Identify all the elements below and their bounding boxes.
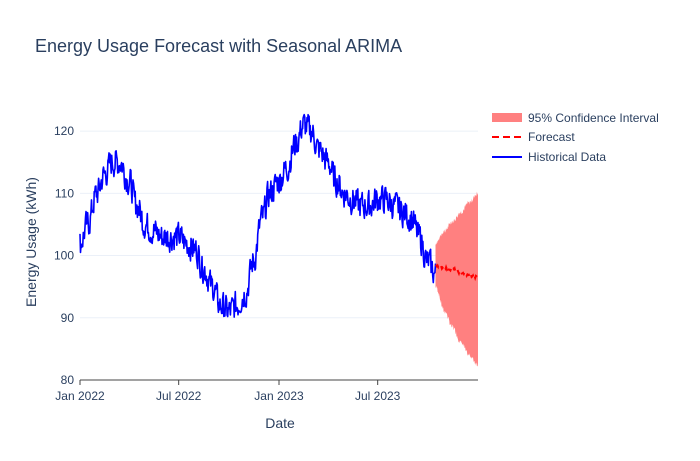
legend-label-forecast: Forecast bbox=[528, 130, 575, 144]
y-axis: 80 90 100 110 120 bbox=[54, 124, 74, 387]
x-axis: Jan 2022 Jul 2022 Jan 2023 Jul 2023 bbox=[55, 379, 478, 403]
x-tick-label: Jul 2022 bbox=[156, 389, 202, 403]
chart-title: Energy Usage Forecast with Seasonal ARIM… bbox=[35, 36, 402, 56]
y-tick-label: 80 bbox=[61, 373, 75, 387]
legend-label-confidence-interval: 95% Confidence Interval bbox=[528, 111, 659, 125]
legend[interactable]: 95% Confidence Interval Forecast Histori… bbox=[492, 111, 659, 164]
forecast-line bbox=[435, 263, 479, 282]
confidence-interval-band bbox=[435, 191, 478, 367]
x-tick-label: Jan 2023 bbox=[254, 389, 304, 403]
y-tick-label: 100 bbox=[54, 249, 74, 263]
historical-data-line bbox=[79, 113, 437, 318]
x-tick-label: Jan 2022 bbox=[55, 389, 105, 403]
y-tick-label: 90 bbox=[61, 311, 75, 325]
y-tick-label: 120 bbox=[54, 124, 74, 138]
legend-swatch-confidence-interval bbox=[492, 113, 522, 122]
x-tick-label: Jul 2023 bbox=[355, 389, 401, 403]
y-axis-title: Energy Usage (kWh) bbox=[23, 177, 39, 307]
y-tick-label: 110 bbox=[55, 186, 74, 200]
legend-label-historical: Historical Data bbox=[528, 150, 606, 164]
x-axis-title: Date bbox=[265, 415, 295, 431]
data-marks bbox=[79, 113, 479, 367]
